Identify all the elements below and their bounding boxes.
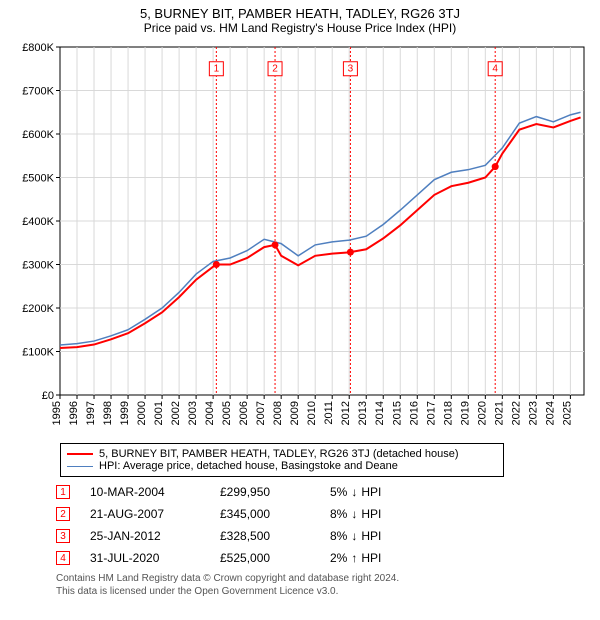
svg-text:4: 4 — [492, 63, 498, 74]
svg-text:2017: 2017 — [425, 401, 437, 425]
svg-text:£600K: £600K — [22, 129, 54, 141]
price-chart: £0 £100K £200K £300K £400K £500K £600K £700K £80… — [8, 39, 592, 439]
svg-text:£200K: £200K — [22, 303, 54, 315]
legend-swatch — [67, 453, 93, 455]
svg-text:2018: 2018 — [442, 401, 454, 425]
arrow-up-icon: ↑ — [351, 551, 357, 565]
transaction-date: 10-MAR-2004 — [90, 485, 200, 499]
legend-item: 5, BURNEY BIT, PAMBER HEATH, TADLEY, RG2… — [67, 448, 497, 460]
svg-text:2019: 2019 — [459, 401, 471, 425]
svg-text:£300K: £300K — [22, 260, 54, 272]
svg-text:1997: 1997 — [85, 401, 97, 425]
transaction-row: 2 21-AUG-2007 £345,000 8%↓HPI — [56, 503, 592, 525]
svg-text:1: 1 — [214, 63, 220, 74]
svg-text:2008: 2008 — [272, 401, 284, 425]
transaction-row: 4 31-JUL-2020 £525,000 2%↑HPI — [56, 547, 592, 569]
transaction-date: 21-AUG-2007 — [90, 507, 200, 521]
transaction-vs-hpi: 5%↓HPI — [330, 485, 381, 499]
transaction-price: £328,500 — [220, 529, 310, 543]
svg-text:2015: 2015 — [391, 401, 403, 425]
svg-text:£100K: £100K — [22, 347, 54, 359]
svg-text:2025: 2025 — [561, 401, 573, 425]
sale-point-1 — [213, 261, 220, 268]
svg-text:2022: 2022 — [510, 401, 522, 425]
sale-point-2 — [272, 241, 279, 248]
transaction-price: £299,950 — [220, 485, 310, 499]
svg-text:£400K: £400K — [22, 216, 54, 228]
svg-text:1999: 1999 — [119, 401, 131, 425]
svg-text:2013: 2013 — [357, 401, 369, 425]
svg-text:2005: 2005 — [221, 401, 233, 425]
svg-text:2009: 2009 — [289, 401, 301, 425]
svg-text:2012: 2012 — [340, 401, 352, 425]
svg-text:£500K: £500K — [22, 173, 54, 185]
legend-label: 5, BURNEY BIT, PAMBER HEATH, TADLEY, RG2… — [99, 448, 458, 460]
transaction-marker: 2 — [56, 507, 70, 521]
transaction-vs-hpi: 8%↓HPI — [330, 529, 381, 543]
svg-text:2024: 2024 — [544, 401, 556, 425]
footer-line-2: This data is licensed under the Open Gov… — [56, 586, 592, 599]
svg-text:2021: 2021 — [493, 401, 505, 425]
svg-text:2004: 2004 — [204, 401, 216, 425]
transaction-date: 25-JAN-2012 — [90, 529, 200, 543]
transaction-vs-hpi: 8%↓HPI — [330, 507, 381, 521]
legend-label: HPI: Average price, detached house, Basi… — [99, 460, 398, 472]
svg-text:2001: 2001 — [153, 401, 165, 425]
chart-subtitle: Price paid vs. HM Land Registry's House … — [8, 21, 592, 35]
chart-title: 5, BURNEY BIT, PAMBER HEATH, TADLEY, RG2… — [8, 6, 592, 21]
svg-text:2016: 2016 — [408, 401, 420, 425]
transaction-price: £345,000 — [220, 507, 310, 521]
transaction-date: 31-JUL-2020 — [90, 551, 200, 565]
arrow-down-icon: ↓ — [351, 529, 357, 543]
transaction-row: 1 10-MAR-2004 £299,950 5%↓HPI — [56, 481, 592, 503]
svg-text:£700K: £700K — [22, 86, 54, 98]
sale-point-4 — [492, 163, 499, 170]
svg-text:2020: 2020 — [476, 401, 488, 425]
legend-item: HPI: Average price, detached house, Basi… — [67, 460, 497, 472]
svg-text:2007: 2007 — [255, 401, 267, 425]
svg-text:2010: 2010 — [306, 401, 318, 425]
svg-text:1995: 1995 — [51, 401, 63, 425]
transaction-price: £525,000 — [220, 551, 310, 565]
svg-text:£0: £0 — [42, 390, 54, 402]
svg-text:2011: 2011 — [323, 401, 335, 425]
transaction-row: 3 25-JAN-2012 £328,500 8%↓HPI — [56, 525, 592, 547]
legend-box: 5, BURNEY BIT, PAMBER HEATH, TADLEY, RG2… — [60, 443, 504, 477]
svg-text:1996: 1996 — [68, 401, 80, 425]
arrow-down-icon: ↓ — [351, 485, 357, 499]
svg-text:2006: 2006 — [238, 401, 250, 425]
svg-text:2023: 2023 — [527, 401, 539, 425]
svg-text:2: 2 — [272, 63, 278, 74]
footer-line-1: Contains HM Land Registry data © Crown c… — [56, 573, 592, 586]
legend-swatch — [67, 466, 93, 467]
footer-attribution: Contains HM Land Registry data © Crown c… — [56, 573, 592, 598]
svg-text:2000: 2000 — [136, 401, 148, 425]
svg-text:2002: 2002 — [170, 401, 182, 425]
svg-text:2003: 2003 — [187, 401, 199, 425]
svg-text:1998: 1998 — [102, 401, 114, 425]
arrow-down-icon: ↓ — [351, 507, 357, 521]
svg-text:£800K: £800K — [22, 42, 54, 54]
transaction-marker: 4 — [56, 551, 70, 565]
sale-point-3 — [347, 249, 354, 256]
transactions-table: 1 10-MAR-2004 £299,950 5%↓HPI 2 21-AUG-2007 £3… — [56, 481, 592, 569]
transaction-marker: 1 — [56, 485, 70, 499]
svg-text:2014: 2014 — [374, 401, 386, 425]
svg-text:3: 3 — [348, 63, 354, 74]
transaction-marker: 3 — [56, 529, 70, 543]
transaction-vs-hpi: 2%↑HPI — [330, 551, 381, 565]
